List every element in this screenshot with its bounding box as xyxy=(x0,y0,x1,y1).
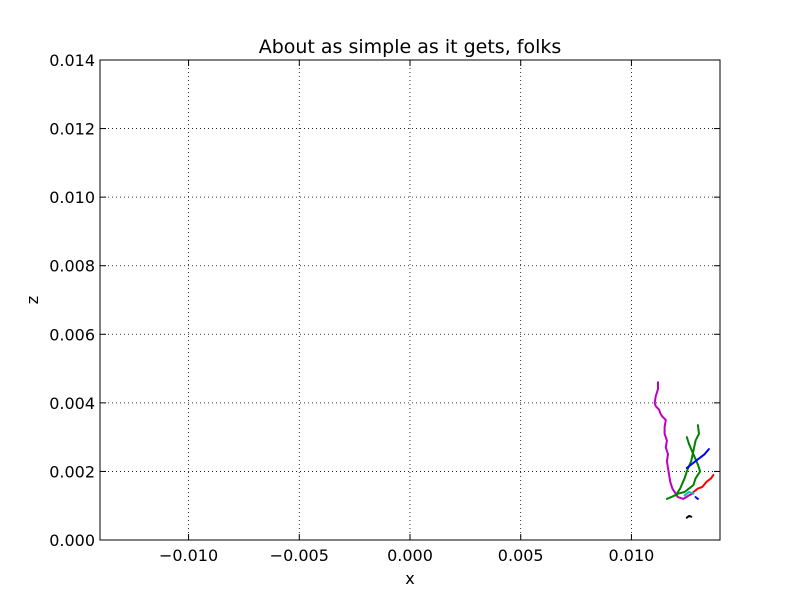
y-ticks: 0.000 0.002 0.004 0.006 0.008 0.010 0.012 0.014 xyxy=(49,51,720,550)
y-tick-label: 0.012 xyxy=(49,120,95,139)
x-tick-label: 0.005 xyxy=(498,546,544,565)
x-tick-label: 0.010 xyxy=(609,546,655,565)
x-tick-label: 0.000 xyxy=(387,546,433,565)
series-line-8 xyxy=(685,515,693,519)
series-line-3 xyxy=(674,424,700,497)
y-tick-label: 0.010 xyxy=(49,188,95,207)
x-tick-label: −0.005 xyxy=(270,546,329,565)
series-line-6 xyxy=(692,473,715,493)
series-line-7 xyxy=(683,491,695,497)
y-tick-label: 0.008 xyxy=(49,257,95,276)
series-line-1 xyxy=(653,381,694,500)
y-tick-label: 0.014 xyxy=(49,51,95,70)
y-tick-label: 0.002 xyxy=(49,462,95,481)
x-ticks: −0.010 −0.005 0.000 0.005 0.010 xyxy=(159,60,654,565)
series-line-5 xyxy=(694,496,699,500)
grid xyxy=(100,60,720,540)
series-group xyxy=(653,381,715,519)
x-axis-label: x xyxy=(405,569,414,588)
series-line-4 xyxy=(685,448,710,469)
x-tick-label: −0.010 xyxy=(159,546,218,565)
y-tick-label: 0.006 xyxy=(49,325,95,344)
y-tick-label: 0.000 xyxy=(49,531,95,550)
y-tick-label: 0.004 xyxy=(49,394,95,413)
chart-title: About as simple as it gets, folks xyxy=(259,36,562,58)
y-axis-label: z xyxy=(23,296,42,304)
